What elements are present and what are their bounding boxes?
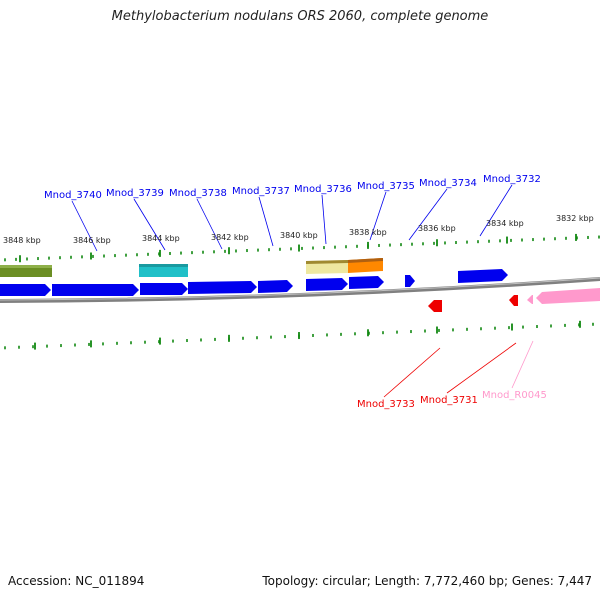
gene-label-forward[interactable]: Mnod_3732 [483, 174, 541, 185]
gene-label-forward[interactable]: Mnod_3736 [294, 184, 352, 195]
genome-backbone-shine [0, 277, 600, 301]
gene-label-forward[interactable]: Mnod_3739 [106, 188, 164, 199]
scale-label: 3834 kbp [486, 219, 524, 228]
gene-label-forward[interactable]: Mnod_3734 [419, 178, 477, 189]
gene-label-reverse[interactable]: Mnod_R0045 [482, 390, 547, 401]
cog-bar-cyan [139, 264, 188, 277]
leader-line [321, 194, 327, 245]
leader-line [511, 340, 534, 389]
rna-arrow-reverse[interactable] [527, 295, 533, 304]
scale-label: 3836 kbp [418, 224, 456, 233]
gene-arrow-forward[interactable] [188, 281, 257, 294]
scale-label: 3832 kbp [556, 214, 594, 223]
scale-label: 3838 kbp [349, 228, 387, 237]
cog-bar-orange-highlight [348, 258, 383, 263]
gene-arrow-reverse[interactable] [509, 295, 518, 306]
gene-arrow-forward[interactable] [140, 283, 188, 295]
leader-line [196, 198, 223, 250]
scale-label: 3846 kbp [73, 236, 111, 245]
gene-arrow-forward[interactable] [258, 280, 293, 293]
gene-arrow-forward[interactable] [52, 284, 139, 296]
scale-labels: 3848 kbp 3846 kbp 3844 kbp 3842 kbp 3840 kbp… [3, 214, 594, 245]
leader-line [479, 184, 513, 237]
accession-text: Accession: NC_011894 [8, 574, 145, 588]
leader-line [71, 200, 98, 252]
gene-label-forward[interactable]: Mnod_3737 [232, 186, 290, 197]
reverse-strand-genes [428, 288, 600, 312]
leader-line [258, 196, 274, 247]
gene-label-forward[interactable]: Mnod_3738 [169, 188, 227, 199]
gene-label-reverse[interactable]: Mnod_3733 [357, 399, 415, 410]
gene-arrow-forward[interactable] [306, 278, 348, 291]
leader-line [446, 342, 517, 394]
inner-scale-ticks [4, 320, 594, 350]
forward-strand-genes [0, 269, 508, 296]
genome-backbone [0, 277, 600, 303]
scale-label: 3840 kbp [280, 231, 318, 240]
gene-arrow-forward[interactable] [349, 276, 384, 289]
gene-labels: Mnod_3740 Mnod_3739 Mnod_3738 Mnod_3737 Mnod… [44, 174, 547, 410]
cog-bar-khaki-highlight [306, 260, 348, 264]
leader-line [408, 188, 448, 241]
gene-arrow-reverse[interactable] [428, 300, 442, 312]
scale-label: 3848 kbp [3, 236, 41, 245]
label-leader-lines [71, 184, 534, 398]
leader-line [133, 198, 166, 251]
gene-label-forward[interactable]: Mnod_3735 [357, 181, 415, 192]
gene-arrow-forward[interactable] [458, 269, 508, 283]
gene-arrow-forward[interactable] [405, 275, 415, 287]
gene-arrow-forward[interactable] [0, 284, 51, 296]
cog-bar-cyan-highlight [139, 264, 188, 267]
rna-arrow-reverse[interactable] [536, 288, 600, 304]
genome-title: Methylobacterium nodulans ORS 2060, comp… [111, 9, 489, 24]
gene-label-reverse[interactable]: Mnod_3731 [420, 395, 478, 406]
leader-line [383, 347, 441, 398]
outer-scale-ticks [4, 233, 600, 263]
scale-label: 3842 kbp [211, 233, 249, 242]
leader-line [369, 191, 387, 241]
scale-label: 3844 kbp [142, 234, 180, 243]
topology-text: Topology: circular; Length: 7,772,460 bp… [262, 574, 592, 588]
cog-bar-olive-highlight [0, 265, 52, 268]
cog-bars [0, 258, 383, 277]
gene-label-forward[interactable]: Mnod_3740 [44, 190, 102, 201]
